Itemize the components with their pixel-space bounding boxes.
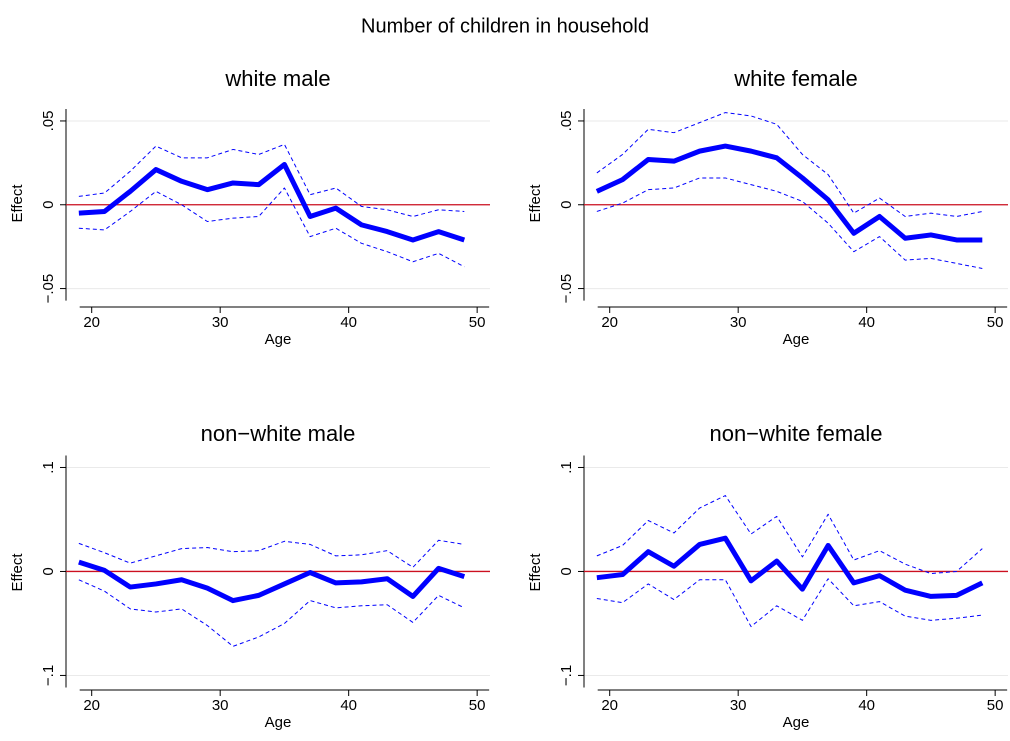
x-tick-label: 30 [730,314,747,331]
x-tick-label: 50 [987,314,1004,331]
x-tick-label: 50 [469,697,486,714]
x-tick-label: 20 [83,314,100,331]
confidence-line [596,495,983,575]
confidence-line [78,187,465,268]
confidence-line [596,177,983,269]
y-tick-label: −.05 [558,274,575,304]
x-tick-label: 40 [858,314,875,331]
confidence-line [78,539,465,568]
y-tick-label: .05 [558,111,575,132]
x-tick-label: 40 [340,314,357,331]
x-tick-label: 40 [340,697,357,714]
y-tick-label: 0 [40,567,57,575]
y-axis-label: Effect [527,184,544,223]
x-axis-label: Age [265,331,292,348]
subplot-title: white male [224,66,330,91]
x-tick-label: 20 [601,314,618,331]
y-tick-label: .1 [40,461,57,474]
x-axis-label: Age [783,331,810,348]
y-tick-label: .05 [40,111,57,132]
y-axis-label: Effect [527,553,544,592]
y-tick-label: 0 [558,567,575,575]
subplot-title: white female [733,66,858,91]
confidence-line [596,112,983,217]
confidence-line [596,578,983,628]
confidence-line [78,143,465,217]
y-tick-label: −.05 [40,274,57,304]
y-axis-label: Effect [9,184,26,223]
y-axis-label: Effect [9,553,26,592]
y-tick-label: .1 [558,461,575,474]
effect-line [595,143,983,243]
x-tick-label: 50 [987,697,1004,714]
y-tick-label: 0 [558,201,575,209]
confidence-line [78,579,465,647]
y-tick-label: −.1 [40,665,57,686]
effect-line [78,559,466,604]
effect-line [596,535,984,599]
y-tick-label: 0 [40,201,57,209]
x-tick-label: 30 [212,697,229,714]
x-tick-label: 20 [601,697,618,714]
x-axis-label: Age [783,714,810,731]
y-tick-label: −.1 [558,665,575,686]
x-tick-label: 40 [858,697,875,714]
subplot-title: non−white male [201,421,356,446]
x-axis-label: Age [265,714,292,731]
effect-line [78,162,466,243]
subplot-title: non−white female [709,421,882,446]
x-tick-label: 50 [469,314,486,331]
figure-title: Number of children in household [361,15,649,37]
x-tick-label: 30 [212,314,229,331]
x-tick-label: 20 [83,697,100,714]
x-tick-label: 30 [730,697,747,714]
